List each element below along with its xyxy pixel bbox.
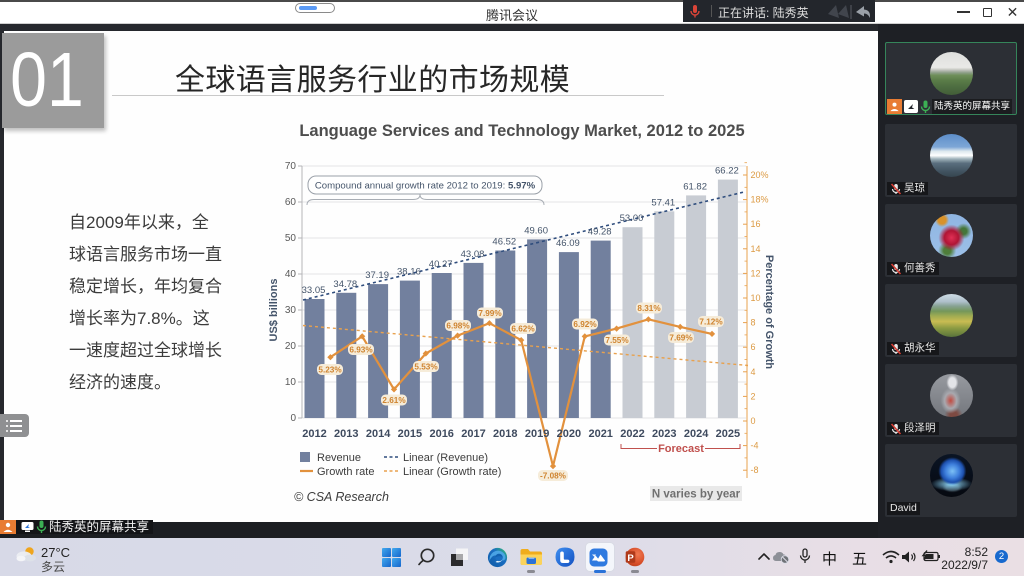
svg-text:-4: -4 <box>751 441 759 451</box>
svg-text:46.52: 46.52 <box>492 237 516 248</box>
svg-text:2014: 2014 <box>366 428 391 440</box>
svg-text:40.27: 40.27 <box>429 259 453 270</box>
svg-text:61.82: 61.82 <box>683 181 707 192</box>
svg-text:66.22: 66.22 <box>715 166 739 177</box>
svg-text:6.93%: 6.93% <box>349 346 373 355</box>
svg-text:6: 6 <box>751 342 756 352</box>
svg-text:49.60: 49.60 <box>524 225 548 236</box>
svg-text:P: P <box>627 553 634 564</box>
svg-text:7.55%: 7.55% <box>605 336 629 345</box>
svg-text:16: 16 <box>751 219 761 229</box>
svg-text:2021: 2021 <box>588 428 612 440</box>
svg-text:10: 10 <box>285 377 297 388</box>
svg-text:N varies by year: N varies by year <box>652 489 741 501</box>
svg-text:7.99%: 7.99% <box>478 309 502 318</box>
svg-text:33.05: 33.05 <box>302 285 326 296</box>
svg-text:70: 70 <box>285 161 297 172</box>
svg-text:2: 2 <box>751 391 756 401</box>
svg-text:7.69%: 7.69% <box>669 334 693 343</box>
svg-text:14: 14 <box>751 244 761 254</box>
svg-text:7.12%: 7.12% <box>699 318 723 327</box>
svg-text:2025: 2025 <box>716 428 740 440</box>
svg-text:Linear (Growth rate): Linear (Growth rate) <box>403 466 501 478</box>
svg-text:5.53%: 5.53% <box>414 363 438 372</box>
svg-text:53.00: 53.00 <box>620 213 644 224</box>
svg-text:© CSA Research: © CSA Research <box>294 490 389 504</box>
svg-text:40: 40 <box>285 269 297 280</box>
svg-text:-8: -8 <box>751 465 759 475</box>
svg-text:2013: 2013 <box>334 428 358 440</box>
svg-text:2016: 2016 <box>429 428 453 440</box>
svg-text:0: 0 <box>290 413 296 424</box>
svg-text:10: 10 <box>751 293 761 303</box>
svg-text:18%: 18% <box>751 195 769 205</box>
svg-text:8.31%: 8.31% <box>637 304 661 313</box>
svg-text:6.92%: 6.92% <box>573 320 597 329</box>
svg-text:30: 30 <box>285 305 297 316</box>
svg-text:2017: 2017 <box>461 428 485 440</box>
svg-text:49.28: 49.28 <box>588 227 612 238</box>
svg-text:2023: 2023 <box>652 428 676 440</box>
svg-text:38.16: 38.16 <box>397 267 421 278</box>
svg-text:2024: 2024 <box>684 428 709 440</box>
svg-text:2015: 2015 <box>398 428 422 440</box>
svg-text:Linear (Revenue): Linear (Revenue) <box>403 452 488 464</box>
svg-text:12: 12 <box>751 268 761 278</box>
svg-text:2.61%: 2.61% <box>382 396 406 405</box>
svg-text:20: 20 <box>285 341 297 352</box>
svg-text:57.41: 57.41 <box>651 197 675 208</box>
svg-text:2020: 2020 <box>557 428 581 440</box>
svg-text:0: 0 <box>751 416 756 426</box>
svg-text:8: 8 <box>751 318 756 328</box>
svg-text:4: 4 <box>751 367 756 377</box>
svg-text:20%: 20% <box>751 170 769 180</box>
svg-text:Forecast: Forecast <box>658 443 704 455</box>
svg-text:6.98%: 6.98% <box>446 322 470 331</box>
svg-text:6.62%: 6.62% <box>511 325 535 334</box>
svg-text:-7.08%: -7.08% <box>540 472 567 481</box>
svg-text:2019: 2019 <box>525 428 549 440</box>
svg-text:Percentage of Growth: Percentage of Growth <box>763 255 775 370</box>
svg-text:60: 60 <box>285 197 297 208</box>
svg-text:2012: 2012 <box>302 428 326 440</box>
svg-text:Compound annual growth rate 20: Compound annual growth rate 2012 to 2019… <box>315 181 536 192</box>
svg-text:37.19: 37.19 <box>365 270 389 281</box>
svg-text:34.78: 34.78 <box>333 279 357 290</box>
svg-text:2022: 2022 <box>620 428 644 440</box>
svg-text:46.09: 46.09 <box>556 238 580 249</box>
svg-text:US$ billions: US$ billions <box>268 279 280 342</box>
svg-text:Revenue: Revenue <box>317 452 361 464</box>
svg-text:50: 50 <box>285 233 297 244</box>
svg-text:Growth rate: Growth rate <box>317 466 374 478</box>
svg-text:5.23%: 5.23% <box>318 366 342 375</box>
svg-text:43.08: 43.08 <box>461 249 485 260</box>
svg-text:2018: 2018 <box>493 428 517 440</box>
